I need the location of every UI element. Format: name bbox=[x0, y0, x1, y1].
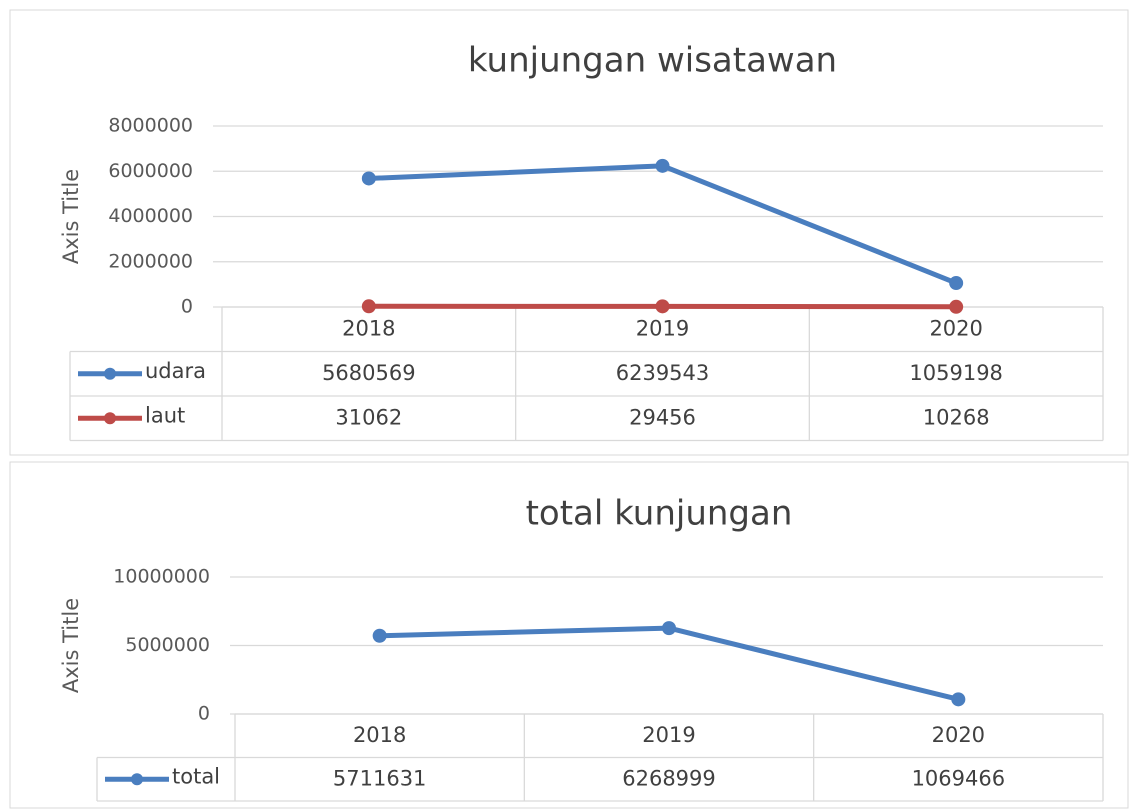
point bbox=[655, 158, 670, 173]
table-value: 5711631 bbox=[333, 766, 427, 790]
x-tick-label: 2020 bbox=[932, 723, 985, 747]
table-value: 6268999 bbox=[622, 766, 716, 790]
legend-key bbox=[104, 367, 116, 380]
y-tick-label: 0 bbox=[198, 703, 210, 725]
chart-title: kunjungan wisatawan bbox=[468, 41, 837, 81]
x-tick-label: 2018 bbox=[353, 723, 406, 747]
table-value: 1059198 bbox=[909, 361, 1003, 385]
legend-label: total bbox=[172, 764, 220, 788]
x-tick-label: 2019 bbox=[642, 723, 695, 747]
x-tick-label: 2018 bbox=[342, 316, 395, 340]
point bbox=[361, 299, 376, 314]
y-tick-label: 0 bbox=[181, 296, 193, 318]
y-tick-label: 10000000 bbox=[113, 566, 210, 588]
table-value: 6239543 bbox=[616, 361, 710, 385]
y-tick-label: 2000000 bbox=[108, 250, 193, 272]
chart-title: total kunjungan bbox=[526, 494, 793, 534]
legend-label: laut bbox=[145, 403, 185, 427]
y-tick-label: 8000000 bbox=[108, 115, 193, 137]
point bbox=[662, 621, 676, 636]
point bbox=[951, 692, 966, 707]
chart-area bbox=[9, 9, 1129, 456]
table-value: 10268 bbox=[923, 405, 990, 429]
table-value: 5680569 bbox=[322, 361, 416, 385]
legend-label: udara bbox=[145, 359, 206, 383]
point bbox=[949, 276, 964, 291]
point bbox=[949, 299, 964, 314]
table-value: 29456 bbox=[629, 405, 696, 429]
chart-area bbox=[9, 461, 1129, 809]
y-tick-label: 4000000 bbox=[108, 205, 193, 227]
y-tick-label: 6000000 bbox=[108, 160, 193, 182]
y-tick-label: 5000000 bbox=[125, 634, 210, 656]
point bbox=[372, 628, 387, 643]
y-axis-title: Axis Title bbox=[59, 169, 83, 264]
x-tick-label: 2020 bbox=[929, 316, 982, 340]
x-tick-label: 2019 bbox=[636, 316, 689, 340]
point bbox=[655, 299, 670, 314]
table-value: 31062 bbox=[335, 405, 402, 429]
point bbox=[361, 171, 376, 186]
legend-key bbox=[131, 773, 143, 786]
legend-key bbox=[104, 412, 116, 425]
y-axis-title: Axis Title bbox=[59, 598, 83, 693]
table-value: 1069466 bbox=[912, 766, 1006, 790]
